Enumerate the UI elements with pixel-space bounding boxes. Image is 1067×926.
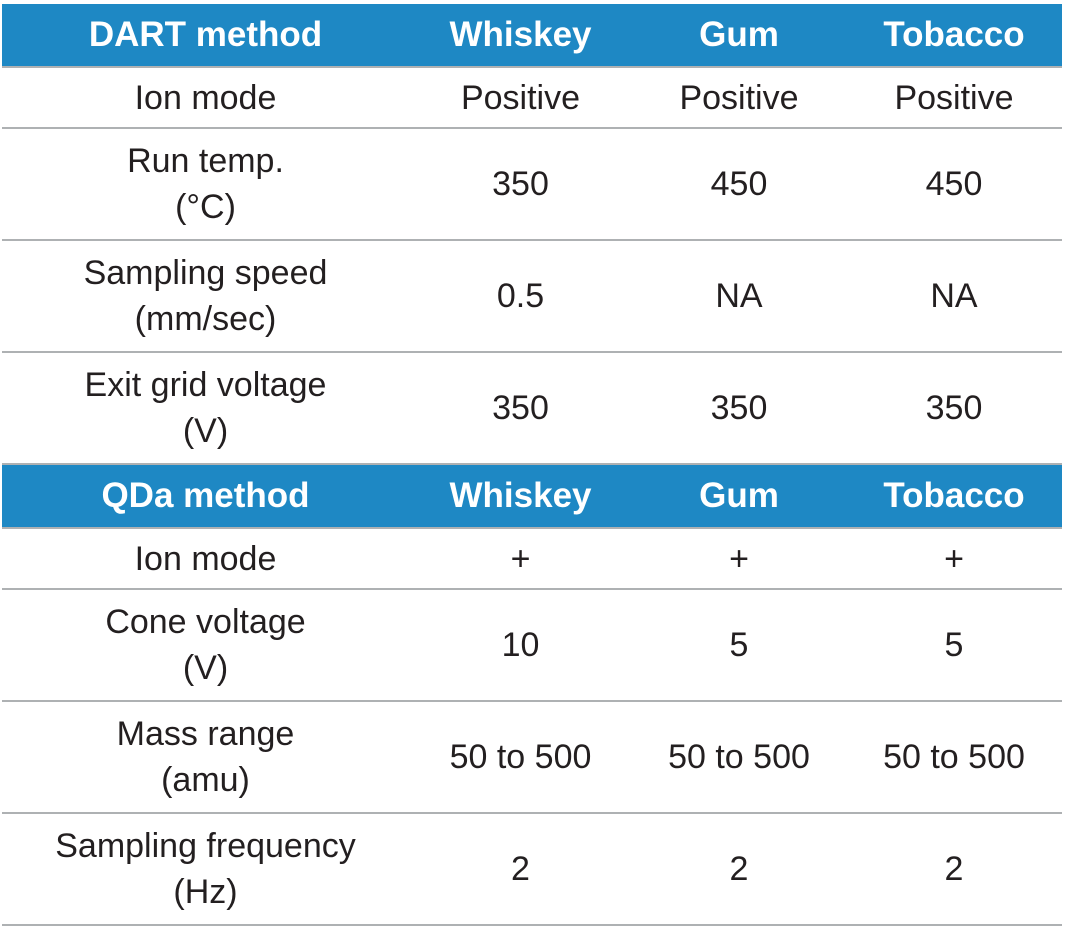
cell-value: 350 (409, 352, 632, 465)
cell-value: + (632, 528, 846, 590)
table-row: Ion mode + + + (2, 528, 1062, 590)
method-parameters-table: DART method Whiskey Gum Tobacco Ion mode… (2, 4, 1062, 926)
cell-value: 5 (632, 589, 846, 702)
cell-value: Positive (409, 67, 632, 129)
cell-value: 50 to 500 (846, 701, 1062, 814)
cell-value: NA (632, 240, 846, 353)
cell-value: 10 (409, 589, 632, 702)
row-label-line: Ion mode (134, 78, 277, 117)
row-label: Ion mode (2, 67, 409, 129)
column-header-whiskey: Whiskey (409, 464, 632, 529)
column-header-tobacco: Tobacco (846, 4, 1062, 68)
cell-value: 50 to 500 (632, 701, 846, 814)
row-label-unit: (°C) (175, 188, 236, 226)
row-label-unit: (amu) (161, 761, 250, 799)
row-label: Mass range (amu) (2, 701, 409, 814)
qda-header-row: QDa method Whiskey Gum Tobacco (2, 464, 1062, 529)
row-label-line: Cone voltage (105, 603, 306, 641)
row-label-line: Sampling speed (83, 254, 328, 292)
table-row: Cone voltage (V) 10 5 5 (2, 589, 1062, 702)
dart-header-row: DART method Whiskey Gum Tobacco (2, 4, 1062, 68)
column-header-gum: Gum (632, 464, 846, 529)
table-row: Ion mode Positive Positive Positive (2, 67, 1062, 129)
row-label: Run temp. (°C) (2, 128, 409, 241)
row-label-unit: (V) (182, 649, 229, 687)
table-row: Sampling speed (mm/sec) 0.5 NA NA (2, 240, 1062, 353)
row-label-line: Mass range (116, 715, 295, 753)
column-header-whiskey: Whiskey (409, 4, 632, 68)
row-label: Cone voltage (V) (2, 589, 409, 702)
cell-value: 450 (846, 128, 1062, 241)
cell-value: + (409, 528, 632, 590)
row-label-line: Run temp. (127, 142, 284, 180)
cell-value: 2 (846, 813, 1062, 926)
table-row: Run temp. (°C) 350 450 450 (2, 128, 1062, 241)
row-label: Ion mode (2, 528, 409, 590)
row-label: Sampling speed (mm/sec) (2, 240, 409, 353)
cell-value: Positive (846, 67, 1062, 129)
cell-value: 450 (632, 128, 846, 241)
cell-value: 350 (846, 352, 1062, 465)
qda-method-header: QDa method (2, 464, 409, 529)
dart-method-header: DART method (2, 4, 409, 68)
row-label: Exit grid voltage (V) (2, 352, 409, 465)
cell-value: 350 (409, 128, 632, 241)
cell-value: NA (846, 240, 1062, 353)
column-header-gum: Gum (632, 4, 846, 68)
cell-value: 350 (632, 352, 846, 465)
cell-value: + (846, 528, 1062, 590)
column-header-tobacco: Tobacco (846, 464, 1062, 529)
table-row: Exit grid voltage (V) 350 350 350 (2, 352, 1062, 465)
row-label-line: Exit grid voltage (84, 366, 327, 404)
row-label-line: Ion mode (134, 539, 277, 578)
cell-value: 5 (846, 589, 1062, 702)
row-label-unit: (mm/sec) (134, 300, 277, 338)
table-row: Mass range (amu) 50 to 500 50 to 500 50 … (2, 701, 1062, 814)
table-row: Sampling frequency (Hz) 2 2 2 (2, 813, 1062, 926)
row-label-line: Sampling frequency (55, 827, 356, 865)
cell-value: 50 to 500 (409, 701, 632, 814)
cell-value: 0.5 (409, 240, 632, 353)
cell-value: 2 (632, 813, 846, 926)
row-label: Sampling frequency (Hz) (2, 813, 409, 926)
row-label-unit: (V) (182, 412, 229, 450)
row-label-unit: (Hz) (173, 873, 238, 911)
cell-value: 2 (409, 813, 632, 926)
cell-value: Positive (632, 67, 846, 129)
